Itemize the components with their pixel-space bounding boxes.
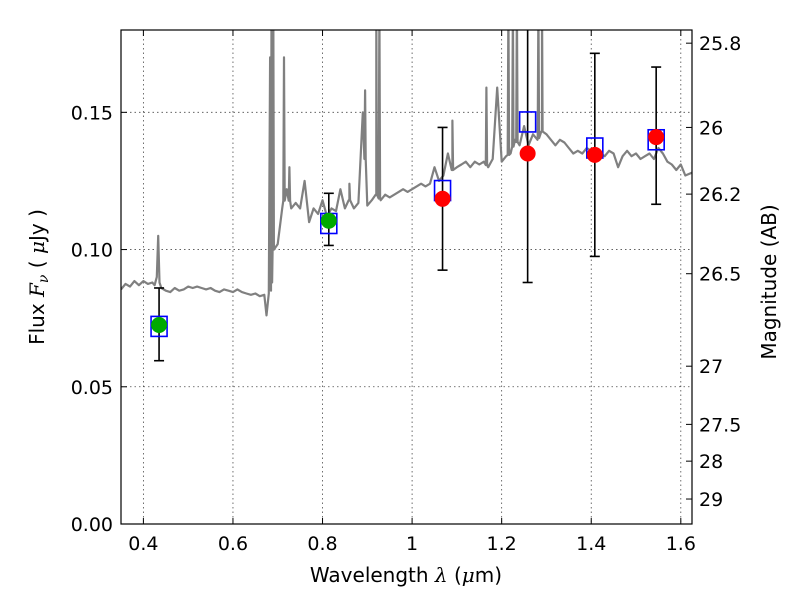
right-tick-label: 27 [699, 356, 723, 378]
y-tick-label: 0.00 [71, 514, 113, 536]
x-axis-label: Wavelength λ (μm) [310, 563, 502, 587]
observed-point [434, 190, 451, 207]
x-tick-label: 1 [406, 533, 418, 555]
model-photometry [150, 111, 665, 338]
observed-photometry [151, 129, 665, 334]
x-tick-label: 0.6 [218, 533, 248, 555]
template-spectrum [121, 30, 692, 317]
y-tick-label: 0.05 [71, 377, 113, 399]
right-tick-label: 25.8 [699, 33, 741, 55]
right-tick-label: 26 [699, 117, 723, 139]
observed-point [519, 145, 536, 162]
x-tick-label: 1.2 [487, 533, 517, 555]
right-axis-ticks: 25.8 26 26.2 26.5 27 27.5 28 29 [686, 33, 741, 511]
observed-point [151, 317, 168, 334]
right-axis-label: Magnitude (AB) [757, 204, 781, 359]
observed-point [648, 129, 665, 146]
plot-background [121, 30, 692, 524]
right-tick-label: 26.5 [699, 264, 741, 286]
model-point [518, 111, 537, 133]
right-tick-label: 26.2 [699, 184, 741, 206]
model-point [150, 315, 168, 338]
right-tick-label: 28 [699, 451, 723, 473]
observed-point [586, 146, 603, 163]
right-tick-label: 29 [699, 489, 723, 511]
plot-frame [120, 29, 693, 525]
x-tick-label: 0.8 [307, 533, 337, 555]
y-axis-label: Flux Fν ( μJy ) [25, 209, 52, 345]
x-axis-ticks: 0.4 0.6 0.8 1 1.2 1.4 1.6 [128, 30, 696, 555]
y-tick-label: 0.10 [71, 240, 113, 262]
x-tick-label: 1.6 [666, 533, 696, 555]
y-tick-label: 0.15 [71, 102, 113, 124]
observed-point [320, 212, 337, 229]
x-tick-label: 0.4 [128, 533, 158, 555]
x-tick-label: 1.4 [576, 533, 606, 555]
y-axis-ticks: 0.00 0.05 0.10 0.15 [71, 102, 127, 536]
right-tick-label: 27.5 [699, 414, 741, 436]
spectrum-line [121, 30, 692, 317]
